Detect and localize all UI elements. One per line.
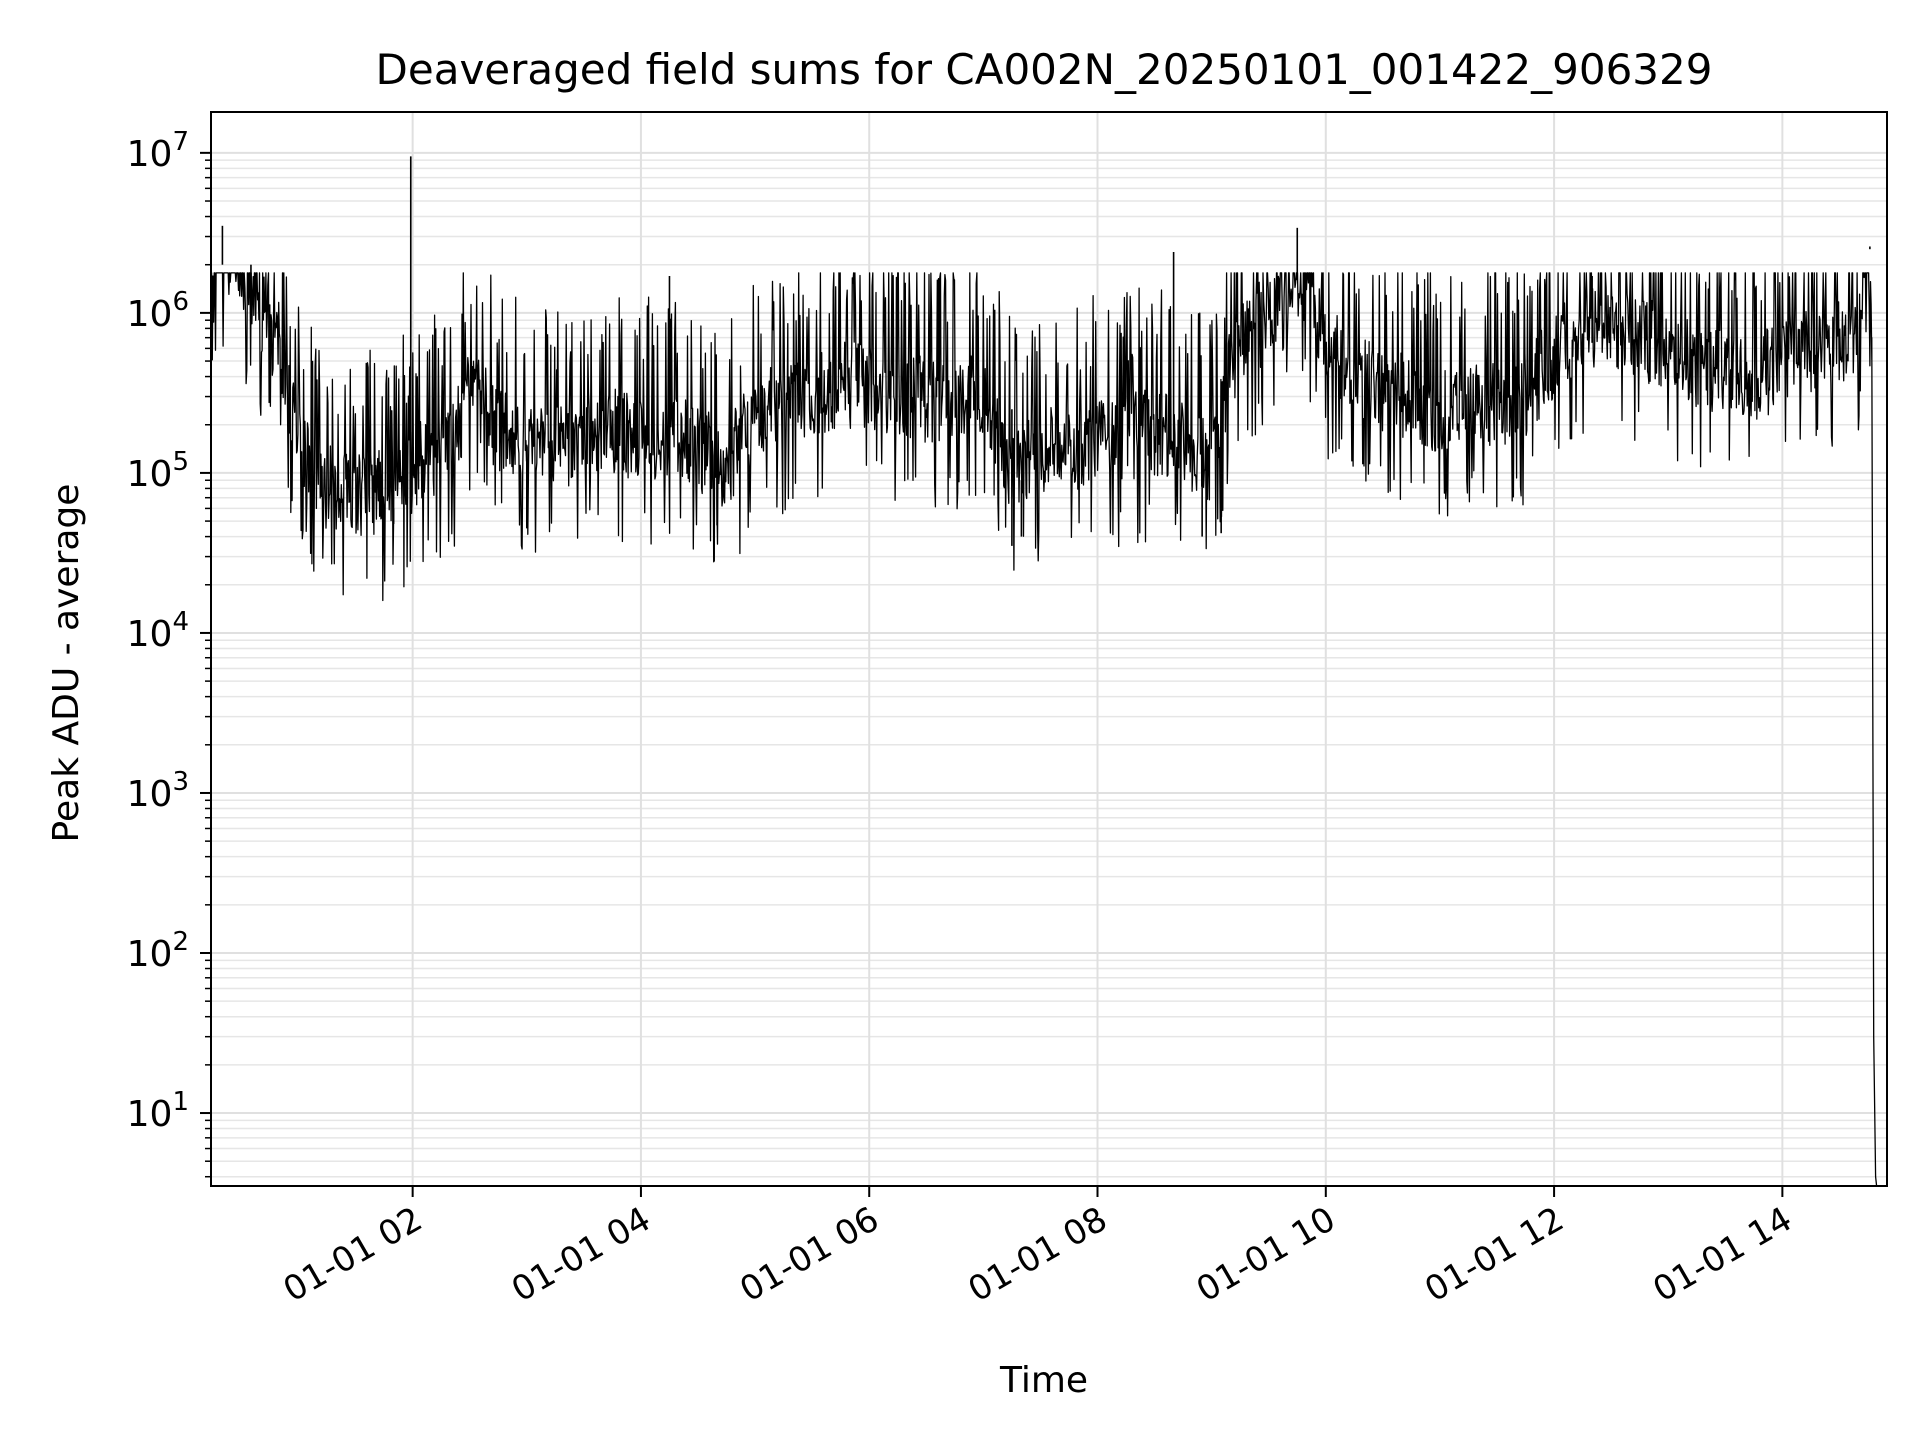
series-line [210,272,1878,1187]
y-tick-label: 105 [127,447,189,495]
x-axis-label: Time [999,1360,1088,1401]
y-tick-label: 103 [127,767,189,815]
y-tick-label: 102 [127,927,189,975]
y-tick-label: 101 [127,1087,189,1135]
chart-title: Deaveraged field sums for CA002N_2025010… [376,45,1713,94]
tick-marks [200,151,1784,1197]
y-tick-label: 107 [127,127,189,175]
y-axis-label: Peak ADU - average [46,484,87,843]
y-tick-label: 104 [127,607,189,655]
data-layer [210,156,1878,1187]
y-tick-label: 106 [127,287,189,335]
